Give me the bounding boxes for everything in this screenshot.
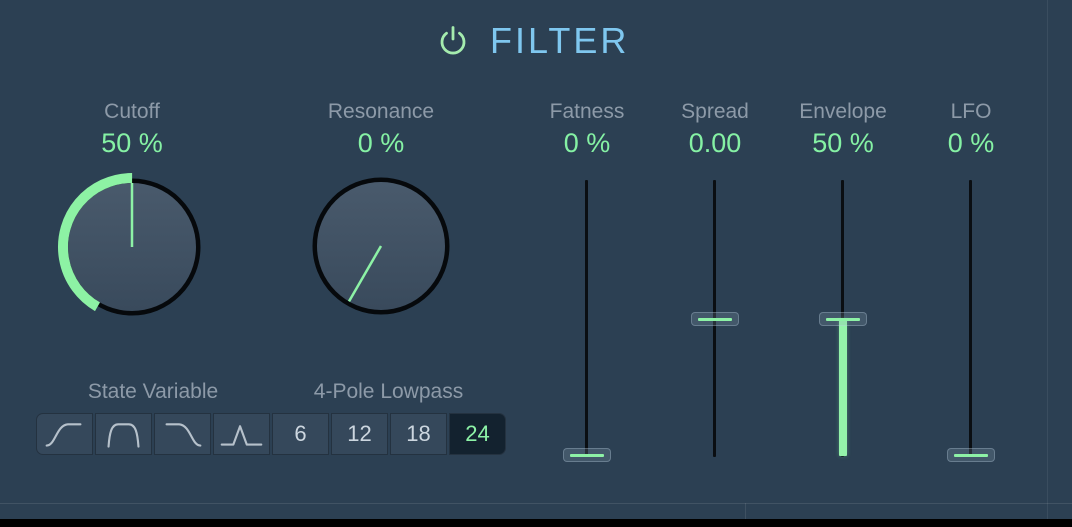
spread-value: 0.00 <box>688 128 742 158</box>
spread-label: Spread <box>681 100 749 123</box>
envelope-value: 50 % <box>812 128 874 158</box>
fatness-slider-handle[interactable] <box>563 448 611 462</box>
spread-slider-handle[interactable] <box>691 312 739 326</box>
highpass-icon <box>45 423 82 447</box>
lfo-label: LFO <box>950 100 992 123</box>
resonance-label: Resonance <box>327 100 435 123</box>
filter-buttons-row: 6 12 18 24 <box>36 413 506 455</box>
envelope-slider-fill <box>839 319 847 456</box>
cutoff-knob[interactable] <box>57 172 207 322</box>
slope-6-button[interactable]: 6 <box>272 413 329 455</box>
lfo-slider[interactable] <box>941 180 1001 462</box>
lowpass-icon <box>165 423 202 447</box>
fatness-label: Fatness <box>549 100 625 123</box>
filter-type-lowpass-button[interactable] <box>154 413 211 455</box>
lfo-group: LFO 0 % <box>911 100 1031 160</box>
cutoff-label: Cutoff <box>104 100 160 123</box>
peak-icon <box>220 425 263 446</box>
lfo-slider-handle[interactable] <box>947 448 995 462</box>
filter-type-bandpass-button[interactable] <box>95 413 152 455</box>
fatness-group: Fatness 0 % <box>527 100 647 160</box>
filter-type-peak-button[interactable] <box>213 413 270 455</box>
envelope-slider-handle[interactable] <box>819 312 867 326</box>
panel-right-edge <box>1047 0 1048 519</box>
resonance-group: Resonance 0 % <box>301 100 461 160</box>
lfo-handle-line <box>954 453 988 457</box>
spread-handle-line <box>698 317 732 321</box>
cutoff-value: 50 % <box>101 128 163 158</box>
fatness-handle-line <box>570 453 604 457</box>
bottom-divider-line <box>0 503 1072 504</box>
envelope-label: Envelope <box>799 100 887 123</box>
bottom-strip-divider <box>745 503 746 519</box>
filter-header: FILTER <box>438 20 629 62</box>
resonance-needle <box>347 245 383 303</box>
fatness-value: 0 % <box>563 128 611 158</box>
slope-label: 4-Pole Lowpass <box>313 380 464 403</box>
filter-type-highpass-button[interactable] <box>36 413 93 455</box>
envelope-group: Envelope 50 % <box>783 100 903 160</box>
fatness-slider-track <box>585 180 588 457</box>
lfo-slider-track <box>969 180 972 457</box>
slope-12-button[interactable]: 12 <box>331 413 388 455</box>
resonance-value: 0 % <box>357 128 405 158</box>
panel-title: FILTER <box>490 20 630 61</box>
slope-24-button[interactable]: 24 <box>449 413 506 455</box>
envelope-handle-line <box>826 317 860 321</box>
envelope-slider[interactable] <box>813 180 873 457</box>
power-icon[interactable] <box>438 24 468 58</box>
cutoff-group: Cutoff 50 % <box>52 100 212 160</box>
fatness-slider[interactable] <box>557 180 617 462</box>
bandpass-icon <box>107 423 140 448</box>
slope-18-button[interactable]: 18 <box>390 413 447 455</box>
cutoff-arc <box>58 173 206 312</box>
filter-type-label: State Variable <box>87 380 219 403</box>
spread-group: Spread 0.00 <box>655 100 775 160</box>
resonance-knob[interactable] <box>306 171 456 321</box>
spread-slider[interactable] <box>685 180 745 457</box>
window-bottom-edge <box>0 519 1072 527</box>
lfo-value: 0 % <box>947 128 995 158</box>
